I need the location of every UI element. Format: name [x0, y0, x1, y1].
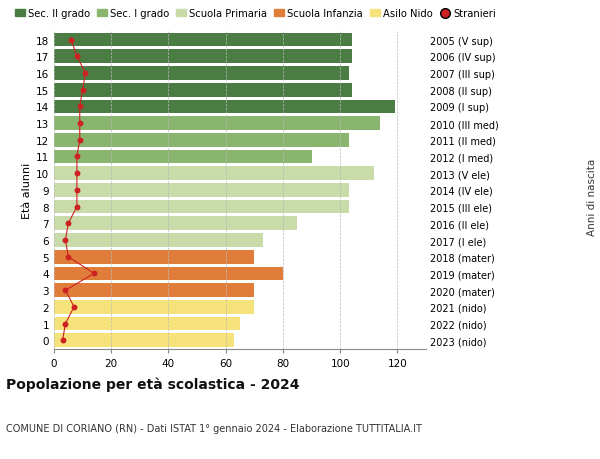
Point	[72, 170, 82, 178]
Point	[75, 137, 85, 144]
Point	[80, 70, 90, 78]
Point	[61, 320, 70, 328]
Bar	[54, 217, 297, 231]
Bar	[54, 67, 349, 81]
Bar	[54, 200, 349, 214]
Point	[58, 337, 67, 344]
Point	[75, 103, 85, 111]
Bar	[54, 134, 349, 147]
Text: Anni di nascita: Anni di nascita	[587, 159, 597, 236]
Point	[78, 87, 88, 94]
Point	[64, 253, 73, 261]
Point	[72, 153, 82, 161]
Bar	[54, 101, 395, 114]
Point	[72, 187, 82, 194]
Bar	[54, 234, 263, 247]
Y-axis label: Età alunni: Età alunni	[22, 162, 32, 218]
Point	[61, 287, 70, 294]
Point	[89, 270, 99, 278]
Point	[75, 120, 85, 128]
Bar	[54, 167, 374, 181]
Bar	[54, 150, 311, 164]
Bar	[54, 50, 352, 64]
Point	[67, 37, 76, 44]
Bar	[54, 250, 254, 264]
Bar	[54, 184, 349, 197]
Bar	[54, 300, 254, 314]
Text: Popolazione per età scolastica - 2024: Popolazione per età scolastica - 2024	[6, 376, 299, 391]
Bar	[54, 334, 234, 347]
Point	[61, 237, 70, 244]
Point	[69, 303, 79, 311]
Legend: Sec. II grado, Sec. I grado, Scuola Primaria, Scuola Infanzia, Asilo Nido, Stran: Sec. II grado, Sec. I grado, Scuola Prim…	[11, 5, 500, 23]
Point	[64, 220, 73, 228]
Bar	[54, 284, 254, 297]
Bar	[54, 117, 380, 131]
Text: COMUNE DI CORIANO (RN) - Dati ISTAT 1° gennaio 2024 - Elaborazione TUTTITALIA.IT: COMUNE DI CORIANO (RN) - Dati ISTAT 1° g…	[6, 424, 422, 433]
Bar	[54, 34, 352, 47]
Point	[72, 203, 82, 211]
Point	[72, 53, 82, 61]
Bar	[54, 267, 283, 280]
Bar	[54, 317, 240, 330]
Bar	[54, 84, 352, 97]
